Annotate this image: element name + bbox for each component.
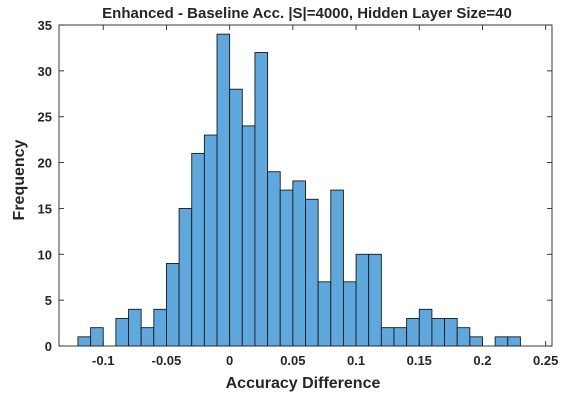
histogram-bar — [292, 180, 306, 347]
histogram-bar — [90, 327, 104, 347]
histogram-bar — [406, 318, 420, 347]
x-tick-label: 0.25 — [533, 353, 558, 368]
x-tick-label: 0.1 — [347, 353, 365, 368]
histogram-bar — [191, 152, 205, 347]
histogram-bar — [203, 134, 218, 347]
histogram-bar — [216, 33, 231, 347]
y-tick-label: 30 — [38, 64, 52, 79]
histogram-bar — [368, 253, 382, 347]
y-tick-label: 0 — [45, 339, 52, 354]
histogram-bar — [494, 336, 509, 347]
histogram-bar — [254, 52, 269, 347]
histogram-bar — [305, 198, 319, 347]
histogram-bar — [229, 88, 243, 347]
histogram-bar — [355, 253, 370, 347]
histogram-bar — [330, 189, 344, 347]
y-tick-label: 20 — [38, 156, 52, 171]
chart-title: Enhanced - Baseline Acc. |S|=4000, Hidde… — [102, 5, 512, 22]
histogram-bar — [77, 336, 92, 347]
x-tick-label: 0.15 — [407, 353, 432, 368]
x-tick-label: -0.05 — [152, 353, 182, 368]
y-tick-label: 5 — [45, 293, 52, 308]
x-axis-ticks: -0.1 -0.05 0 0.05 0.1 0.15 0.2 0.25 — [92, 25, 558, 368]
histogram-bar — [140, 327, 155, 347]
histogram-bar — [317, 281, 332, 347]
histogram-bar — [279, 189, 294, 347]
x-tick-label: 0.2 — [473, 353, 491, 368]
axes-box — [58, 24, 553, 347]
y-tick-label: 10 — [38, 247, 52, 262]
histogram-bar — [469, 336, 483, 347]
y-axis-label: Frequency — [11, 139, 28, 220]
x-tick-label: 0 — [226, 353, 233, 368]
histogram-bar — [507, 336, 521, 347]
histogram-bar — [115, 318, 129, 347]
x-tick-label: 0.05 — [280, 353, 305, 368]
histogram-bar — [380, 327, 395, 347]
histogram-bar — [431, 318, 446, 347]
histogram-bar — [393, 327, 408, 347]
histogram-bar — [267, 171, 281, 347]
histogram-bar — [178, 207, 193, 347]
histogram-bar — [342, 281, 357, 347]
y-tick-label: 35 — [38, 18, 52, 33]
y-tick-label: 15 — [38, 201, 52, 216]
x-axis-label: Accuracy Difference — [226, 375, 381, 392]
y-tick-label: 25 — [38, 110, 52, 125]
histogram-bars — [77, 33, 521, 347]
histogram-bar — [165, 263, 180, 347]
y-axis-ticks: 0 5 10 15 20 25 30 35 — [38, 18, 552, 354]
histogram-bar — [418, 308, 433, 347]
histogram-bar — [456, 327, 471, 347]
x-tick-label: -0.1 — [92, 353, 114, 368]
histogram-bar — [153, 308, 167, 347]
histogram-bar — [128, 308, 142, 347]
histogram-bar — [444, 318, 458, 347]
histogram-bar — [241, 125, 256, 347]
